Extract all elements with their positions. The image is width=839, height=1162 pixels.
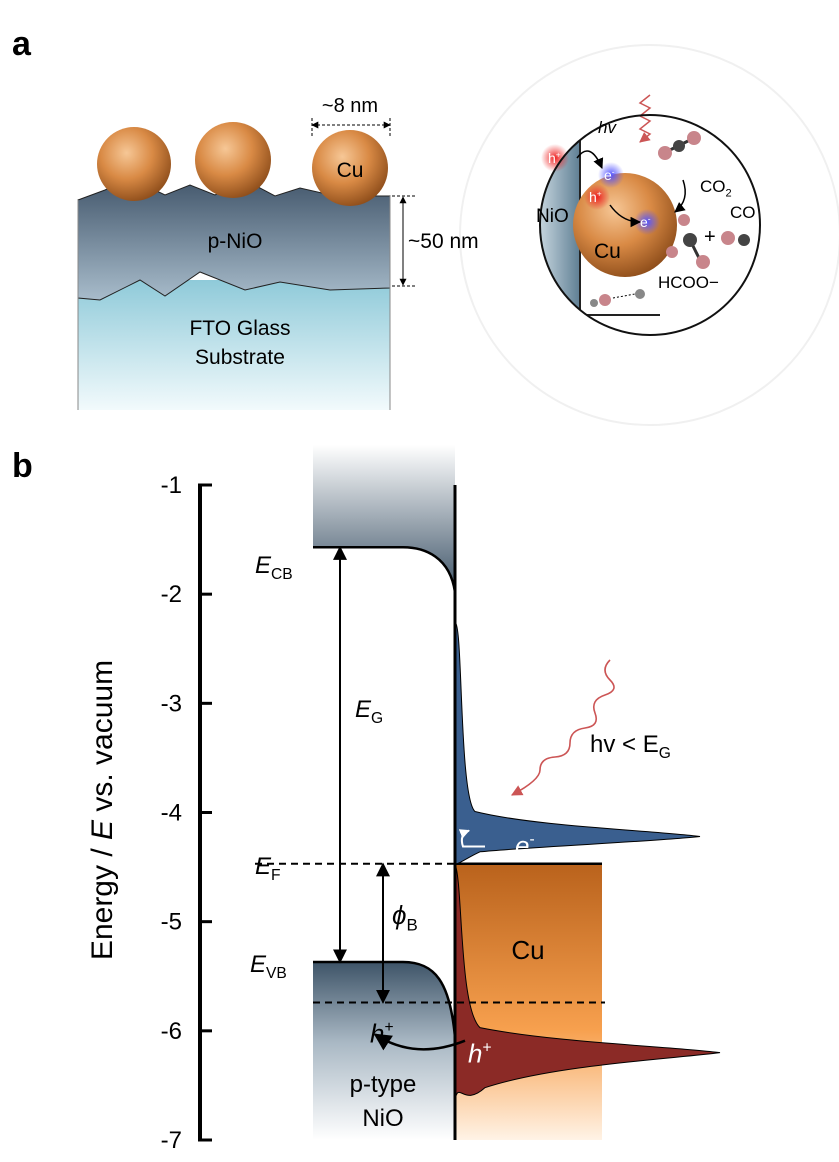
substrate-label: Substrate xyxy=(195,346,285,369)
thickness-label: ~50 nm xyxy=(408,230,479,253)
level-label: EG xyxy=(355,696,383,727)
carrier-label-base: e xyxy=(515,831,529,861)
particle-label: Cu xyxy=(337,159,364,182)
level-label: EF xyxy=(255,853,281,884)
carrier-label-base: h xyxy=(370,1018,384,1048)
y-tick-label: -1 xyxy=(161,472,182,499)
film-label: p-NiO xyxy=(208,230,263,253)
molecule-label-sub: 2 xyxy=(726,187,732,199)
level-label-sub: F xyxy=(271,867,281,884)
particle-label: Cu xyxy=(594,240,621,263)
barrier-label-base: ϕ xyxy=(392,900,406,930)
y-tick-label: -3 xyxy=(161,690,182,717)
carrier-label-sup: + xyxy=(482,1039,491,1056)
size-label: ~8 nm xyxy=(322,95,378,117)
level-label: EVB xyxy=(250,951,287,982)
level-label-base: E xyxy=(250,951,267,978)
hole-label-sup: + xyxy=(556,149,561,159)
y-axis-label: Energy / E vs. vacuum xyxy=(86,660,119,960)
photon-label: hv < EG xyxy=(590,731,671,762)
barrier-label-sub: B xyxy=(406,915,417,934)
y-tick-label: -2 xyxy=(161,581,182,608)
photon xyxy=(512,660,614,795)
panel-label: b xyxy=(12,447,33,485)
electron-label-base: e xyxy=(640,214,648,230)
electron-label-sup: - xyxy=(612,166,615,176)
carrier-label-base: h xyxy=(468,1039,482,1069)
level-label-sub: G xyxy=(371,710,383,727)
metal-label: Cu xyxy=(511,935,544,965)
carrier-label-sup: + xyxy=(384,1019,393,1036)
inset xyxy=(460,45,839,425)
level-label: ECB xyxy=(255,552,293,583)
material-label: NiO xyxy=(362,1105,403,1132)
electron-distribution xyxy=(455,622,700,864)
y-axis-label-part: E xyxy=(86,819,119,840)
y-tick-label: -6 xyxy=(161,1018,182,1045)
level-label-sub: VB xyxy=(266,965,287,982)
level-label-base: E xyxy=(255,853,272,880)
figure: a ~8 nm Cu ~50 nm p-NiO FTO Glass Substrate hv h… xyxy=(0,0,839,1157)
photon-label-base: hv < E xyxy=(590,731,659,758)
molecule-label: CO xyxy=(730,203,756,222)
y-tick-label: -7 xyxy=(161,1127,182,1154)
hole-label-sup: + xyxy=(597,188,602,198)
conduction-band-edge xyxy=(313,547,455,592)
support-label: NiO xyxy=(536,206,569,227)
y-axis-label-part: vs. vacuum xyxy=(86,660,119,820)
carrier-label-sup: - xyxy=(529,831,534,848)
substrate-label: FTO Glass xyxy=(189,317,290,340)
hole-label-base: h xyxy=(548,150,556,166)
barrier-label: ϕB xyxy=(392,900,418,935)
panel-label: a xyxy=(12,25,32,63)
electron-label-base: e xyxy=(604,167,612,183)
conduction-band xyxy=(313,445,455,592)
y-axis-label-part: Energy / xyxy=(86,840,119,960)
y-tick-label: -5 xyxy=(161,909,182,936)
level-label-sub: CB xyxy=(271,566,293,583)
carrier-label: e- xyxy=(515,831,535,861)
electron-label-sup: - xyxy=(648,213,651,223)
photon-label-sub: G xyxy=(659,745,671,762)
material-label: p-type xyxy=(350,1071,417,1098)
molecule-label-base: CO xyxy=(700,177,726,196)
photon-label: hv xyxy=(598,118,617,137)
molecule-label: HCOO− xyxy=(658,273,719,292)
y-tick-label: -4 xyxy=(161,800,182,827)
level-label-base: E xyxy=(355,696,372,723)
level-label-base: E xyxy=(255,552,272,579)
hole-label-base: h xyxy=(589,189,597,205)
plus-label: + xyxy=(704,226,716,248)
